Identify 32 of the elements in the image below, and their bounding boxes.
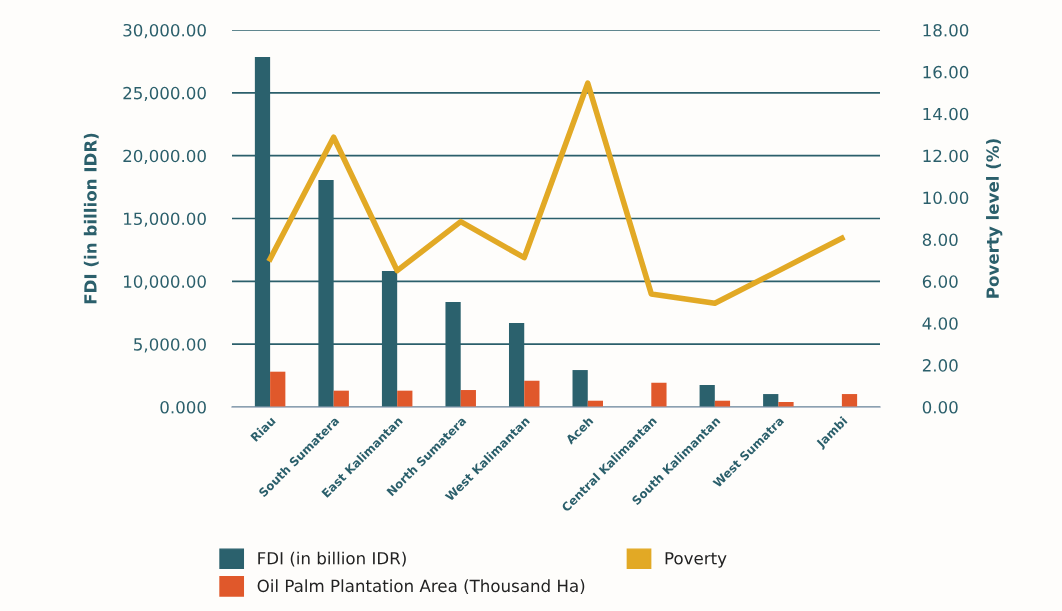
y2-tick-label: 8.00: [922, 233, 958, 247]
bar: [651, 382, 667, 407]
y2-tick-label: 2.00: [922, 359, 958, 372]
bar: [270, 371, 286, 407]
y-tick-label: 20,000.00: [123, 149, 206, 164]
y2-tick-label: 10.00: [923, 191, 969, 205]
bar: [333, 390, 349, 407]
y-tick-label: 15,000.00: [124, 212, 206, 227]
legend-label: FDI (in billion IDR): [258, 551, 406, 567]
bar: [763, 394, 779, 407]
y-tick-label: 0.000: [160, 400, 206, 414]
y2-tick-label: 6.00: [922, 275, 958, 288]
legend-label: Oil Palm Plantation Area (Thousand Ha): [257, 579, 585, 595]
bar: [841, 394, 858, 407]
y2-tick-label: 16.00: [923, 65, 969, 79]
y-tick-label: 5,000.00: [134, 338, 206, 353]
y2-tick-label: 14.00: [923, 107, 969, 121]
y2-tick-label: 12.00: [923, 149, 969, 163]
y2-tick-label: 0.00: [922, 400, 958, 414]
y2-axis-title: Poverty level (%): [986, 139, 1003, 298]
y2-tick-label: 4.00: [922, 317, 958, 330]
y-tick-label: 10,000.00: [124, 275, 206, 290]
y2-tick-label: 18.00: [923, 23, 969, 37]
y-tick-label: 25,000.00: [123, 86, 206, 102]
bar: [397, 390, 413, 407]
bar: [699, 385, 715, 407]
bar: [572, 370, 588, 407]
y-axis-title: FDI (in billion IDR): [83, 133, 99, 304]
bar: [524, 380, 540, 407]
bar: [460, 390, 476, 407]
legend-label: Poverty: [665, 552, 727, 568]
y-tick-label: 30,000.00: [123, 23, 206, 39]
